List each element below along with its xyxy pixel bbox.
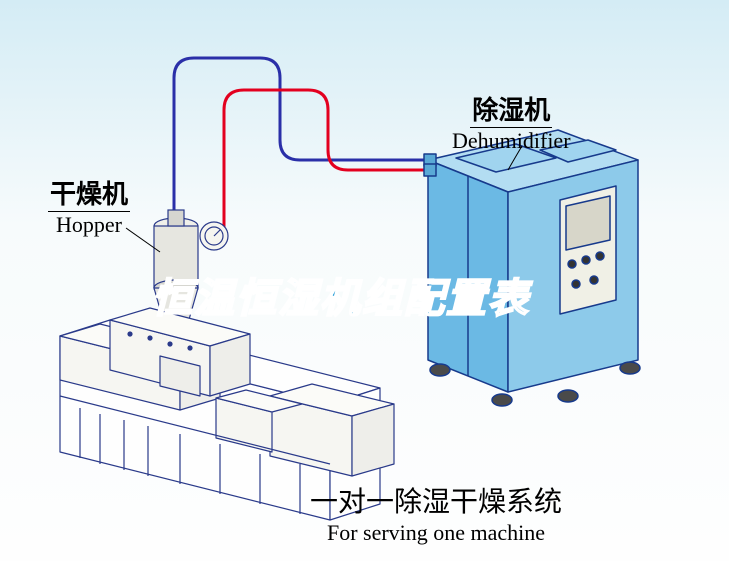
label-dehumidifier: 除湿机 Dehumidifier <box>452 90 571 154</box>
footer-en: For serving one machine <box>310 520 562 546</box>
footer-caption: 一对一除湿干燥系统 For serving one machine <box>310 480 562 546</box>
wheel <box>620 362 640 374</box>
wheel <box>558 390 578 402</box>
wheel <box>430 364 450 376</box>
pipe-blue <box>174 58 428 216</box>
label-hopper-en: Hopper <box>48 212 130 238</box>
label-hopper: 干燥机 Hopper <box>48 174 130 238</box>
label-dehumidifier-cn: 除湿机 <box>470 90 552 128</box>
footer-cn: 一对一除湿干燥系统 <box>310 480 562 520</box>
label-dehumidifier-en: Dehumidifier <box>452 128 571 154</box>
overlay-title: 恒温恒湿机组配置表 <box>152 266 530 324</box>
wheel <box>492 394 512 406</box>
label-hopper-cn: 干燥机 <box>48 174 130 212</box>
